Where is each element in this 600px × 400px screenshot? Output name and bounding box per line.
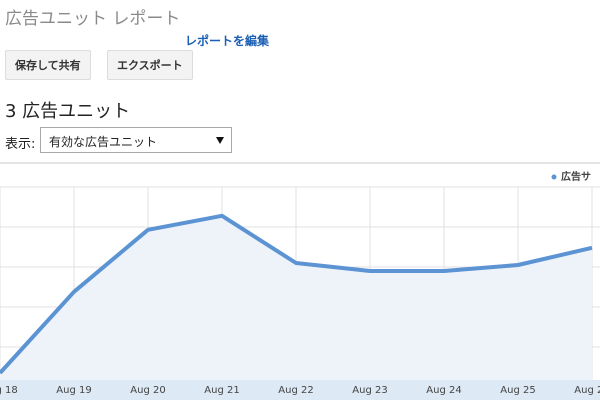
legend-marker: [551, 174, 557, 180]
x-tick-label: Aug 21: [204, 385, 239, 396]
x-tick-label: Aug 20: [130, 385, 165, 396]
filter-label: 表示:: [5, 137, 36, 152]
line-area: [0, 215, 592, 380]
save-share-button[interactable]: 保存して共有: [5, 50, 91, 80]
x-tick-label: Aug 25: [500, 385, 535, 396]
x-tick-label: Aug 24: [426, 385, 461, 396]
export-button[interactable]: エクスポート: [107, 50, 193, 80]
edit-report-link[interactable]: レポートを編集: [185, 34, 270, 48]
legend-label: 広告サ: [561, 170, 591, 183]
filter-select[interactable]: 有効な広告ユニット: [40, 127, 232, 153]
x-tick-label: Aug 22: [278, 385, 313, 396]
x-tick-label: Aug 18: [0, 385, 18, 396]
page-title: 広告ユニット レポート: [5, 9, 181, 29]
x-tick-label: Aug 19: [56, 385, 91, 396]
dropdown-arrow: [216, 137, 224, 144]
line: [0, 213, 593, 375]
x-axis-band: [0, 380, 600, 400]
chart: Aug 18 Aug 19 Aug 20 Aug 21 Aug 22 Aug 23 Aug …: [0, 162, 600, 400]
x-tick-label: Aug 23: [352, 385, 387, 396]
x-tick-label: Aug 26: [574, 385, 600, 396]
filter-value: 有効な広告ユニット: [49, 135, 158, 149]
section-heading: 3 広告ユニット: [5, 101, 131, 122]
